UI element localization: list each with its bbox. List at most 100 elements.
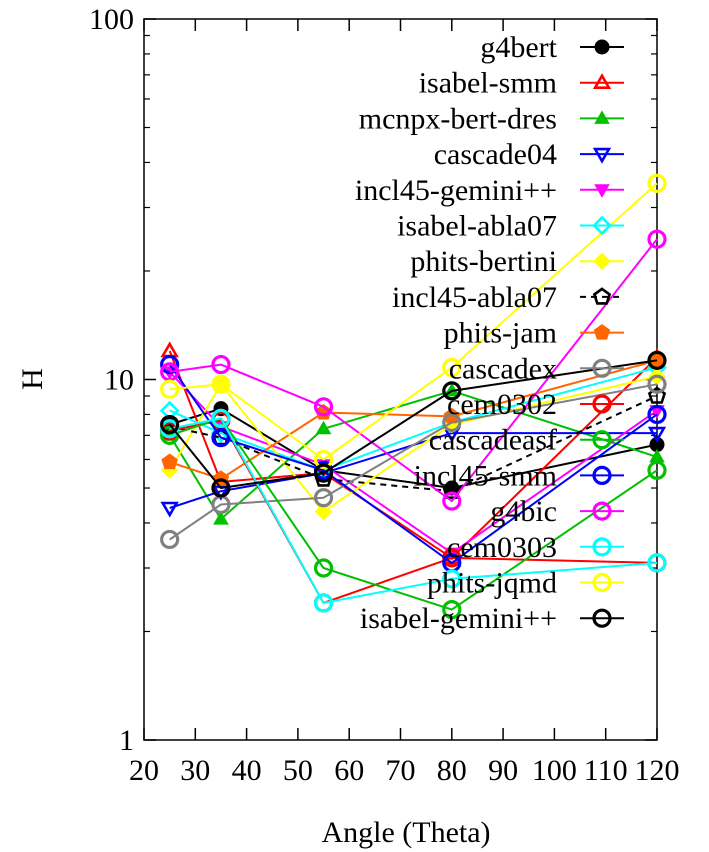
data-point-incl45-smm bbox=[211, 427, 231, 448]
data-point-g4bic bbox=[442, 491, 462, 511]
legend-label: isabel-gemini++ bbox=[360, 602, 557, 635]
data-point-isabel-gemini++ bbox=[442, 381, 462, 401]
series-line-incl45-smm bbox=[168, 364, 658, 564]
legend-label: phits-jam bbox=[444, 317, 557, 350]
legend-marker bbox=[592, 73, 612, 89]
data-point-cem0303 bbox=[442, 569, 462, 589]
series-line-g4bic bbox=[169, 238, 658, 503]
legend-marker bbox=[592, 287, 612, 305]
data-point-phits-jam bbox=[161, 453, 178, 470]
legend-label: isabel-abla07 bbox=[397, 210, 557, 243]
data-point-isabel-gemini++ bbox=[313, 463, 334, 483]
data-point-phits-jqmd bbox=[442, 357, 462, 378]
legend-label: cascadeasf bbox=[429, 424, 557, 457]
legend-marker bbox=[594, 110, 610, 124]
legend-label: g4bic bbox=[490, 495, 557, 528]
data-point-g4bic bbox=[211, 354, 231, 375]
legend-entry: mcnpx-bert-dres bbox=[359, 102, 624, 135]
legend-marker bbox=[592, 358, 612, 378]
data-point-cascade04 bbox=[160, 501, 179, 518]
data-point-cem0303 bbox=[313, 593, 334, 613]
data-point-isabel-gemini++ bbox=[647, 350, 667, 370]
legend-entry: phits-jqmd bbox=[427, 567, 624, 600]
data-point-cascadex bbox=[442, 412, 462, 433]
legend-label: cascadex bbox=[449, 352, 557, 385]
legend-label: phits-bertini bbox=[410, 245, 557, 278]
data-point-phits-jqmd bbox=[160, 379, 180, 399]
legend-marker bbox=[594, 39, 610, 55]
y-tick-label: 100 bbox=[89, 3, 134, 36]
data-point-cascade04 bbox=[647, 426, 667, 443]
legend-entry: cem0302 bbox=[447, 388, 624, 421]
series-layer bbox=[159, 173, 667, 620]
series-line-incl45-abla07 bbox=[169, 395, 658, 493]
x-tick-label: 60 bbox=[334, 754, 364, 787]
data-point-incl45-abla07 bbox=[442, 481, 461, 500]
data-point-cascade04 bbox=[211, 484, 231, 501]
data-point-cascadeasf bbox=[647, 460, 667, 480]
legend-label: cem0303 bbox=[447, 531, 557, 564]
series-isabel-gemini++ bbox=[160, 350, 667, 498]
data-point-phits-jqmd bbox=[647, 173, 667, 193]
legend-marker bbox=[592, 608, 612, 628]
data-point-incl45-smm bbox=[647, 404, 667, 425]
legend-marker bbox=[593, 323, 611, 340]
legend-entry: cem0303 bbox=[447, 531, 624, 564]
data-point-phits-jqmd bbox=[313, 449, 334, 470]
data-point-mcnpx-bert-dres bbox=[213, 511, 229, 525]
series-cascadeasf bbox=[160, 408, 667, 620]
legend-entry: phits-bertini bbox=[410, 245, 624, 278]
legend-marker bbox=[592, 465, 612, 485]
data-point-incl45-abla07 bbox=[647, 386, 667, 404]
legend-entry: isabel-smm bbox=[419, 67, 624, 100]
legend-marker bbox=[593, 252, 611, 270]
data-point-cascadeasf bbox=[313, 558, 334, 578]
legend-label: incl45-abla07 bbox=[392, 281, 557, 314]
series-line-isabel-gemini++ bbox=[168, 359, 658, 489]
data-point-isabel-gemini++ bbox=[160, 414, 180, 435]
data-point-cem0303 bbox=[647, 553, 667, 573]
legend-entry: incl45-abla07 bbox=[392, 281, 624, 314]
x-tick-label: 70 bbox=[386, 754, 416, 787]
legend-marker bbox=[594, 184, 610, 198]
legend-label: mcnpx-bert-dres bbox=[359, 102, 557, 135]
series-incl45-smm bbox=[160, 354, 667, 573]
x-axis-title: Angle (Theta) bbox=[321, 816, 490, 849]
legend-marker bbox=[592, 215, 612, 236]
series-cem0303 bbox=[160, 408, 667, 613]
data-point-cem0303 bbox=[211, 408, 231, 428]
y-tick-label: 1 bbox=[119, 724, 134, 757]
x-tick-label: 20 bbox=[129, 754, 159, 787]
data-point-g4bic bbox=[647, 229, 667, 249]
x-tick-label: 90 bbox=[488, 754, 518, 787]
legend-marker bbox=[592, 147, 612, 164]
x-tick-label: 50 bbox=[283, 754, 313, 787]
legend-label: cem0302 bbox=[447, 388, 557, 421]
x-tick-label: 120 bbox=[635, 754, 680, 787]
legend-marker bbox=[592, 501, 612, 521]
y-tick-label: 10 bbox=[104, 364, 134, 397]
legend-entry: incl45-gemini++ bbox=[355, 174, 624, 207]
legend-marker bbox=[592, 430, 612, 450]
series-line-cascadeasf bbox=[169, 417, 658, 611]
legend-entry: cascadeasf bbox=[429, 424, 624, 457]
legend-label: g4bert bbox=[480, 31, 557, 64]
data-point-cascadex bbox=[647, 374, 667, 394]
legend-label: isabel-smm bbox=[419, 67, 557, 100]
x-tick-label: 110 bbox=[584, 754, 628, 787]
legend-marker bbox=[592, 537, 612, 557]
series-line-cascadex bbox=[169, 383, 658, 541]
legend-entry: isabel-abla07 bbox=[397, 210, 624, 243]
legend-entry: isabel-gemini++ bbox=[360, 602, 624, 635]
x-tick-label: 100 bbox=[532, 754, 577, 787]
x-tick-label: 80 bbox=[437, 754, 467, 787]
data-point-cascadeasf bbox=[442, 599, 462, 620]
legend-label: incl45-smm bbox=[414, 459, 557, 492]
data-point-g4bic bbox=[313, 397, 334, 417]
legend-label: phits-jqmd bbox=[427, 567, 557, 600]
legend-label: cascade04 bbox=[434, 138, 557, 171]
legend-entry: incl45-smm bbox=[414, 459, 624, 492]
legend-entry: g4bert bbox=[480, 31, 624, 64]
data-point-isabel-gemini++ bbox=[211, 478, 231, 498]
